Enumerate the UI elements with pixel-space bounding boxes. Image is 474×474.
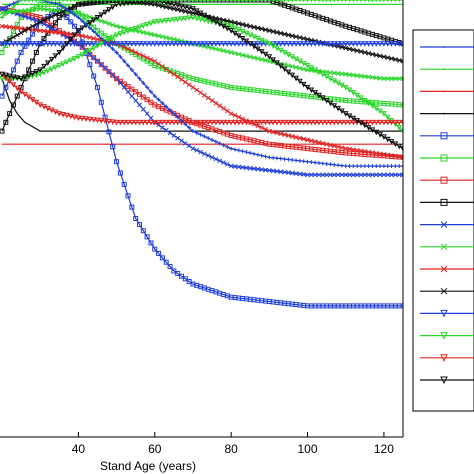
legend-entry-4	[420, 112, 474, 115]
series-markers	[0, 14, 403, 135]
legend-entry-6	[420, 154, 474, 162]
series-9-blue-x	[0, 6, 403, 178]
legend-entry-16	[420, 376, 474, 385]
x-axis: 40 60 80 100 120	[0, 0, 404, 456]
series-markers	[0, 71, 403, 126]
x-tick-label: 100	[298, 442, 318, 456]
series-16-black-triangle	[0, 0, 403, 152]
legend-entry-5	[420, 132, 474, 140]
series-layer	[0, 0, 403, 309]
legend-entry-1	[420, 46, 474, 48]
series-markers	[0, 0, 403, 20]
series-markers	[0, 6, 403, 178]
legend-entry-11	[420, 265, 474, 273]
x-tick-label: 60	[148, 442, 162, 456]
series-markers	[0, 0, 403, 169]
series-17-blue-plus	[0, 0, 403, 169]
legend-entry-14	[420, 332, 474, 340]
x-tick-label: 80	[224, 442, 238, 456]
legend	[412, 29, 474, 412]
legend-entry-8	[420, 198, 474, 206]
legend-entry-10	[420, 243, 474, 251]
series-line	[1, 0, 403, 62]
legend-entry-2	[420, 68, 474, 71]
legend-entry-7	[420, 176, 474, 184]
legend-entry-9	[420, 221, 474, 228]
legend-entry-12	[420, 287, 474, 295]
series-15-red-triangle	[0, 71, 403, 126]
series-4-black-dot	[1, 78, 403, 132]
legend-entry-15	[420, 354, 474, 362]
x-axis-title: Stand Age (years)	[100, 459, 196, 473]
legend-box	[412, 29, 474, 412]
series-markers	[0, 0, 403, 152]
series-14-green-triangle	[0, 14, 403, 135]
x-tick-label: 40	[72, 442, 86, 456]
legend-entry-13	[420, 309, 474, 318]
x-tick-label: 120	[374, 442, 394, 456]
series-18-green-plus	[0, 0, 403, 20]
series-line	[1, 78, 403, 132]
series-line	[1, 73, 403, 124]
legend-entry-3	[420, 90, 474, 93]
